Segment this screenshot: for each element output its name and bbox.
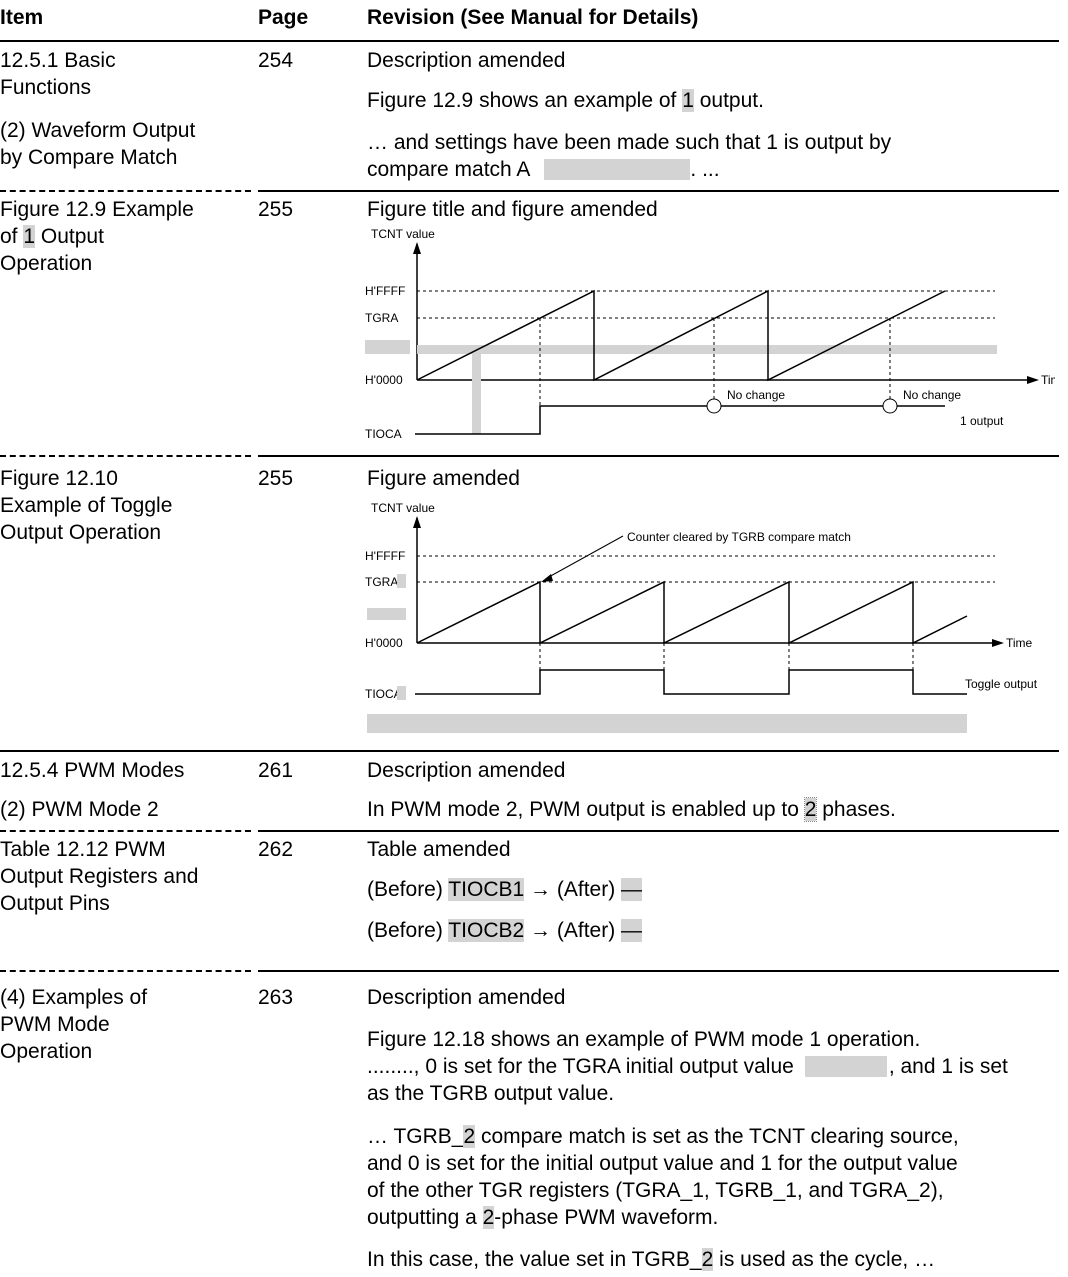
row5-page: 262 bbox=[258, 838, 294, 861]
fig2-tioca-highlight bbox=[397, 686, 406, 700]
fig1-no-change-1: No change bbox=[727, 388, 785, 402]
row5-desc: Table amended bbox=[367, 838, 511, 861]
row6-p2-line2: and 0 is set for the initial output valu… bbox=[367, 1152, 958, 1175]
figure-12-9: TCNT value Time H'FFFF TGRA H'0000 TIOCA… bbox=[365, 227, 1055, 441]
row6-item-line3: Operation bbox=[0, 1040, 93, 1063]
row3-desc: Figure amended bbox=[367, 467, 520, 490]
row6-p3: In this case, the value set in TGRB_2 is… bbox=[367, 1248, 936, 1271]
row2-desc: Figure title and figure amended bbox=[367, 198, 658, 221]
row6-item-line1: (4) Examples of bbox=[0, 986, 148, 1009]
row5-item-line2: Output Registers and bbox=[0, 865, 199, 888]
row2-item-rule bbox=[0, 455, 251, 457]
header-revision: Revision (See Manual for Details) bbox=[367, 6, 699, 29]
fig1-h0000: H'0000 bbox=[365, 373, 403, 387]
row1-item-line1: 12.5.1 Basic bbox=[0, 49, 116, 72]
row1-desc: Description amended bbox=[367, 49, 566, 72]
row3-rule bbox=[0, 750, 1059, 752]
row4-item-rule bbox=[0, 830, 251, 832]
fig2-tioca: TIOCA bbox=[365, 687, 402, 701]
fig1-output: 1 output bbox=[960, 414, 1004, 428]
row5-item-line1: Table 12.12 PWM bbox=[0, 838, 166, 861]
row1-item-rule bbox=[0, 190, 251, 192]
row5-rule bbox=[258, 970, 1059, 972]
fig2-tgra: TGRA bbox=[365, 575, 398, 589]
row3-page: 255 bbox=[258, 467, 294, 490]
figure-12-10: TCNT value Time H'FFFF TGRA H'0000 Count… bbox=[365, 501, 1038, 733]
row6-p2-line3: of the other TGR registers (TGRA_1, TGRB… bbox=[367, 1179, 944, 1202]
row2-item-line3: Operation bbox=[0, 252, 93, 275]
row1-item-line2: Functions bbox=[0, 76, 92, 99]
row2-page: 255 bbox=[258, 198, 294, 221]
row1-page: 254 bbox=[258, 49, 294, 72]
row5-item-line3: Output Pins bbox=[0, 892, 110, 915]
fig1-no-change-2: No change bbox=[903, 388, 961, 402]
row5-item-rule bbox=[0, 970, 251, 972]
row1-line2a: … and settings have been made such that … bbox=[367, 131, 892, 154]
row1-line1: Figure 12.9 shows an example of 1 output… bbox=[367, 89, 764, 112]
header-item: Item bbox=[0, 6, 44, 29]
row6-p1-line3: as the TGRB output value. bbox=[367, 1082, 615, 1105]
fig2-time: Time bbox=[1006, 636, 1033, 650]
row4-line1: In PWM mode 2, PWM output is enabled up … bbox=[367, 797, 896, 822]
fig1-tioca: TIOCA bbox=[365, 427, 402, 441]
row6-p2-line1: … TGRB_2 compare match is set as the TCN… bbox=[367, 1125, 959, 1148]
row3-item-line3: Output Operation bbox=[0, 521, 162, 544]
row1-line2b: compare match A. ... bbox=[367, 158, 720, 181]
row6-desc: Description amended bbox=[367, 986, 566, 1009]
row2-item-line2: of 1 Output bbox=[0, 225, 104, 248]
fig2-output: Toggle output bbox=[965, 677, 1038, 691]
row6-item-line2: PWM Mode bbox=[0, 1013, 110, 1036]
row3-item-line2: Example of Toggle bbox=[0, 494, 173, 517]
header-page: Page bbox=[258, 6, 309, 29]
fig2-y-label: TCNT value bbox=[371, 501, 435, 515]
row5-line2: (Before) TIOCB2 → (After) — bbox=[367, 919, 643, 942]
row4-item-line1: 12.5.4 PWM Modes bbox=[0, 759, 185, 782]
row2-item-line1: Figure 12.9 Example bbox=[0, 198, 194, 221]
row4-desc: Description amended bbox=[367, 759, 566, 782]
row4-page: 261 bbox=[258, 759, 294, 782]
row1-rule bbox=[258, 190, 1059, 192]
row3-item-line1: Figure 12.10 bbox=[0, 467, 118, 490]
row6-p2-line4: outputting a 2-phase PWM waveform. bbox=[367, 1206, 719, 1229]
row6-p1-line1: Figure 12.18 shows an example of PWM mod… bbox=[367, 1028, 921, 1051]
row1-item-sub-line1: (2) Waveform Output bbox=[0, 119, 196, 142]
row2-rule bbox=[258, 455, 1059, 457]
row5-line1: (Before) TIOCB1 → (After) — bbox=[367, 878, 643, 901]
fig1-time: Time bbox=[1041, 373, 1055, 387]
row6-page: 263 bbox=[258, 986, 294, 1009]
fig2-annotation: Counter cleared by TGRB compare match bbox=[627, 530, 851, 544]
row6-p1-line2: ........, 0 is set for the TGRA initial … bbox=[367, 1055, 1008, 1078]
fig2-tgra-highlight bbox=[397, 574, 406, 588]
row4-item-line2: (2) PWM Mode 2 bbox=[0, 798, 159, 821]
fig1-y-label: TCNT value bbox=[371, 227, 435, 241]
fig1-tgra: TGRA bbox=[365, 311, 398, 325]
row1-item-sub-line2: by Compare Match bbox=[0, 146, 178, 169]
fig2-h0000: H'0000 bbox=[365, 636, 403, 650]
row4-rule bbox=[258, 830, 1059, 832]
header-rule bbox=[0, 40, 1059, 42]
fig1-hffff: H'FFFF bbox=[365, 284, 405, 298]
fig2-hffff: H'FFFF bbox=[365, 549, 405, 563]
